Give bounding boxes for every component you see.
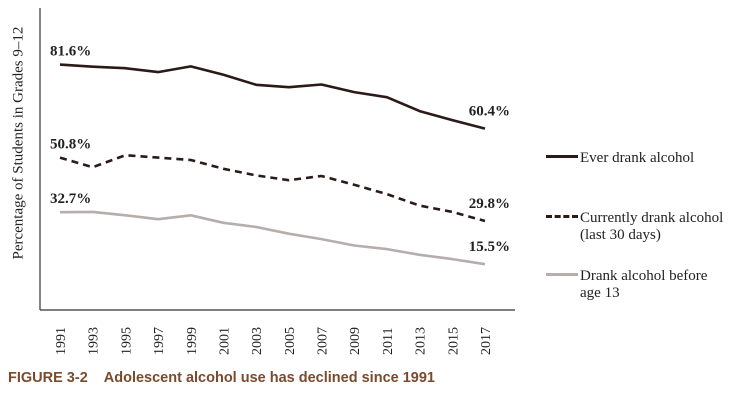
series-line-before13 xyxy=(59,210,486,266)
legend-swatch-solid-icon xyxy=(546,155,578,159)
figure-caption: FIGURE 3-2 Adolescent alcohol use has dec… xyxy=(8,370,435,386)
legend-label-current-line1: Currently drank alcohol xyxy=(580,210,724,226)
x-tick-label: 2003 xyxy=(250,327,265,355)
series-line-ever xyxy=(59,63,486,130)
start-label-before13: 32.7% xyxy=(50,191,91,207)
line-chart: 81.6%60.4%50.8%29.8%32.7%15.5% 1991 1993 1… xyxy=(39,8,515,355)
legend-item-current: Currently drank alcohol (last 30 days) xyxy=(546,210,723,244)
series-line-current xyxy=(59,153,486,223)
x-tick-label: 1995 xyxy=(119,327,134,355)
x-tick-label: 2013 xyxy=(414,327,429,355)
end-label-before13: 15.5% xyxy=(469,239,510,255)
x-tick-label: 2009 xyxy=(348,327,363,355)
legend-swatch-dashed-icon xyxy=(546,215,578,219)
x-tick-label: 1997 xyxy=(152,327,167,355)
x-tick-label: 2001 xyxy=(217,327,232,355)
legend-label-ever: Ever drank alcohol xyxy=(580,150,695,166)
x-tick-label: 2011 xyxy=(381,328,396,355)
x-tick-label: 2015 xyxy=(446,327,461,355)
x-tick-labels: 1991 1993 1995 1997 1999 2001 2003 2005 2007 2009… xyxy=(54,327,494,355)
legend-label-before13-line2: age 13 xyxy=(580,285,620,301)
legend-item-before13: Drank alcohol before age 13 xyxy=(546,268,707,302)
x-tick-label: 1993 xyxy=(87,327,102,355)
axes xyxy=(39,8,515,311)
x-tick-label: 2005 xyxy=(283,327,298,355)
series-layer xyxy=(59,63,486,266)
end-label-current: 29.8% xyxy=(469,196,510,212)
legend-label-current-line2: (last 30 days) xyxy=(580,227,661,243)
end-label-ever: 60.4% xyxy=(469,104,510,120)
legend-swatch-gray-icon xyxy=(546,273,578,277)
x-tick-label: 2007 xyxy=(316,327,331,355)
start-label-ever: 81.6% xyxy=(50,44,91,60)
start-label-current: 50.8% xyxy=(50,137,91,153)
legend-item-ever: Ever drank alcohol xyxy=(546,150,694,167)
x-tick-label: 2017 xyxy=(479,327,494,355)
data-labels: 81.6% 60.4% 50.8% 29.8% 32.7% 15.5% xyxy=(50,44,510,256)
x-tick-label: 1991 xyxy=(54,327,69,355)
figure-title: Adolescent alcohol use has declined sinc… xyxy=(103,370,435,386)
legend-label-before13-line1: Drank alcohol before xyxy=(580,268,708,284)
figure-label: FIGURE 3-2 xyxy=(8,370,88,386)
y-axis-label: Percentage of Students in Grades 9–12 xyxy=(10,26,27,260)
x-tick-label: 1999 xyxy=(185,327,200,355)
